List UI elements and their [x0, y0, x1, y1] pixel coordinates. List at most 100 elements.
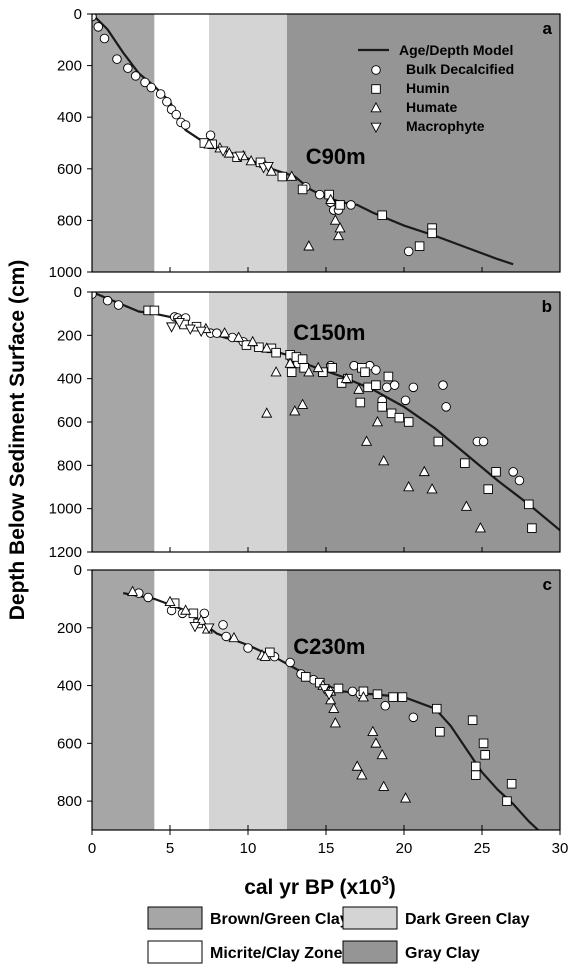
triangle-up-point — [325, 193, 337, 205]
circle-point — [403, 246, 414, 257]
circle-point — [130, 71, 141, 81]
triangle-up-point — [371, 415, 384, 427]
triangle-up-point — [460, 500, 472, 511]
triangle-down-point — [234, 151, 246, 162]
zone-label: Dark Green Clay — [405, 911, 530, 928]
circle-point — [508, 467, 518, 477]
square-point — [471, 761, 481, 772]
triangle-down-point — [262, 161, 274, 173]
circle-point — [155, 89, 166, 99]
triangle-up-point — [325, 693, 337, 705]
x-tick-label: 20 — [396, 840, 413, 857]
square-point — [480, 750, 490, 760]
series-humate — [200, 322, 486, 533]
circle-point — [347, 686, 358, 697]
square-point — [491, 467, 501, 477]
circle-point — [146, 82, 157, 93]
circle-point — [380, 701, 391, 711]
triangle-up-point — [328, 702, 340, 713]
circle-point — [92, 292, 97, 299]
circle-point — [212, 328, 222, 338]
square-point — [414, 241, 425, 251]
square-point — [506, 779, 517, 789]
triangle-up-point — [378, 454, 390, 466]
y-tick-label: 400 — [57, 371, 82, 388]
circle-point — [389, 380, 400, 390]
triangle-up-point — [340, 372, 352, 383]
y-tick-label: 600 — [57, 161, 82, 178]
triangle-up-point — [351, 760, 363, 771]
triangle-up-point — [376, 748, 388, 760]
circle-point — [382, 382, 392, 393]
triangle-up-point — [270, 366, 282, 377]
circle-point — [113, 300, 124, 310]
square-point — [377, 402, 387, 412]
circle-point — [514, 475, 525, 486]
square-point — [277, 171, 288, 182]
x-tick-label: 5 — [166, 840, 174, 857]
plot-area — [92, 292, 560, 533]
zone-band-dark-green-clay — [209, 570, 287, 830]
triangle-up-point — [233, 331, 245, 342]
square-point — [300, 672, 311, 682]
square-point — [318, 367, 328, 377]
triangle-down-point — [195, 326, 207, 338]
x-axis-label-sup: 3 — [382, 873, 389, 888]
y-tick-label: 400 — [57, 678, 82, 695]
circle-point — [123, 63, 133, 73]
square-point — [397, 692, 408, 702]
circle-point — [400, 395, 411, 406]
triangle-up-point — [334, 222, 346, 233]
circle-point — [218, 620, 228, 630]
circle-point — [140, 77, 150, 88]
triangle-up-point — [223, 147, 235, 158]
triangle-up-point — [245, 155, 257, 166]
y-tick-label: 200 — [57, 620, 82, 637]
y-axis-label: Depth Below Sediment Surface (cm) — [6, 260, 29, 621]
circle-point — [180, 120, 191, 130]
circle-point — [221, 631, 231, 642]
zone-band-gray-clay — [287, 292, 560, 552]
triangle-up-point — [400, 792, 412, 803]
legend-triangle-down-swatch — [370, 122, 382, 134]
x-axis-label-close: ) — [389, 876, 396, 899]
legend-label: Bulk Decalcified — [406, 61, 514, 77]
panel-c: 0 200 400 600 800 c C230m — [57, 562, 561, 831]
circle-point — [171, 109, 181, 120]
square-point — [333, 683, 344, 694]
triangle-down-point — [217, 146, 229, 157]
plot-area — [122, 585, 539, 830]
triangle-up-point — [247, 335, 259, 347]
triangle-down-point — [323, 689, 335, 701]
legend-label: Humin — [406, 80, 450, 96]
zone-legend: Brown/Green Clay Dark Green Clay Micrite/C… — [147, 906, 530, 964]
legend-label: Macrophyte — [406, 118, 485, 134]
panel-title: C90m — [306, 144, 366, 169]
triangle-up-point — [289, 405, 301, 416]
panel-letter: b — [542, 297, 552, 316]
zone-band-gray-clay — [287, 14, 560, 272]
circle-point — [371, 365, 381, 375]
square-point — [388, 692, 398, 702]
x-axis: 0 5 10 15 20 25 30 — [88, 830, 568, 857]
square-point — [335, 200, 345, 210]
triangle-up-point — [180, 604, 192, 615]
x-axis-label: cal yr BP (x103) — [244, 873, 396, 899]
triangle-up-point — [303, 240, 315, 251]
y-tick-label: 1000 — [49, 501, 82, 518]
panel-letter: c — [543, 575, 552, 594]
square-point — [360, 367, 370, 377]
triangle-up-point — [474, 522, 486, 533]
zone-swatch — [147, 940, 203, 964]
zone-band-dark-green-clay — [209, 14, 287, 272]
legend-label: Humate — [406, 99, 458, 115]
circle-point — [408, 382, 419, 393]
triangle-up-point — [312, 361, 324, 373]
panel-frame — [91, 13, 561, 273]
circle-point — [438, 380, 448, 390]
legend-circle-swatch — [371, 65, 381, 75]
zone-band-brown-green-clay — [92, 570, 155, 830]
square-point — [377, 210, 387, 220]
x-tick-label: 15 — [318, 840, 335, 857]
zone-label: Brown/Green Clay — [210, 911, 349, 928]
